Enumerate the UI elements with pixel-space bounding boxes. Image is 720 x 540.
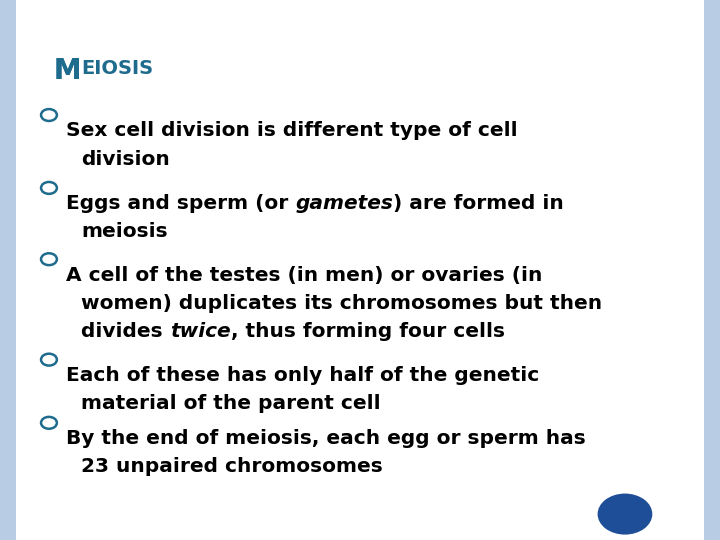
Text: twice: twice [170, 322, 230, 341]
Text: 23 unpaired chromosomes: 23 unpaired chromosomes [81, 457, 383, 476]
Text: EIOSIS: EIOSIS [81, 59, 154, 78]
Text: By the end of meiosis, each egg or sperm has: By the end of meiosis, each egg or sperm… [66, 429, 586, 448]
FancyBboxPatch shape [0, 0, 16, 540]
Text: A cell of the testes (in men) or ovaries (in: A cell of the testes (in men) or ovaries… [66, 266, 543, 285]
Text: Eggs and sperm (or: Eggs and sperm (or [66, 194, 295, 213]
Text: M: M [54, 57, 81, 85]
Text: women) duplicates its chromosomes but then: women) duplicates its chromosomes but th… [81, 294, 603, 313]
Circle shape [598, 494, 652, 535]
Text: Sex cell division is different type of cell: Sex cell division is different type of c… [66, 122, 518, 140]
Text: gametes: gametes [295, 194, 393, 213]
Text: Each of these has only half of the genetic: Each of these has only half of the genet… [66, 366, 539, 385]
Text: divides: divides [81, 322, 170, 341]
Text: division: division [81, 150, 170, 168]
Text: M: M [54, 57, 81, 85]
FancyBboxPatch shape [704, 0, 720, 540]
Text: ) are formed in: ) are formed in [393, 194, 564, 213]
Text: material of the parent cell: material of the parent cell [81, 394, 381, 413]
Text: meiosis: meiosis [81, 222, 168, 241]
Text: , thus forming four cells: , thus forming four cells [230, 322, 505, 341]
